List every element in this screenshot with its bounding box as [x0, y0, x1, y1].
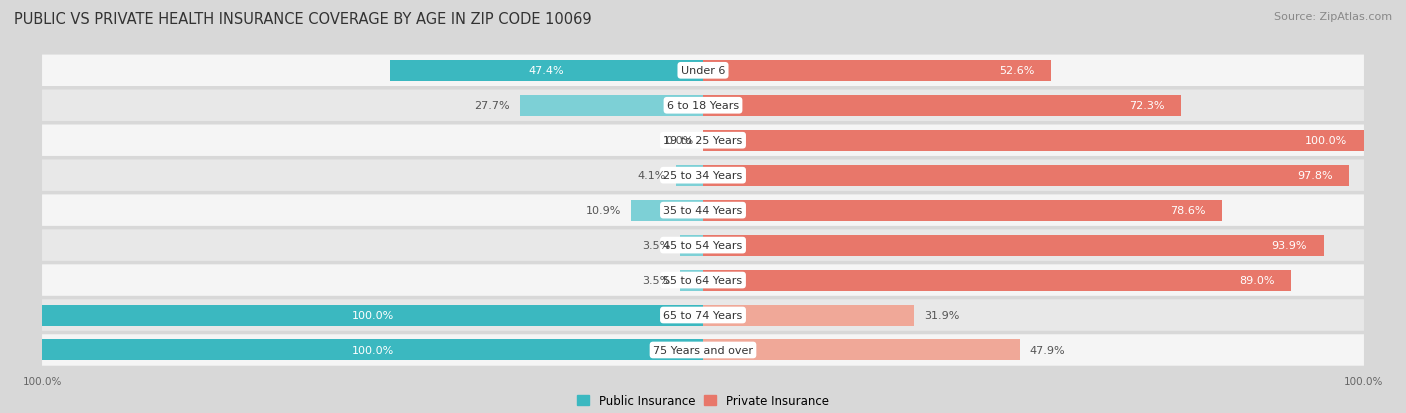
Text: 75 Years and over: 75 Years and over [652, 345, 754, 355]
Bar [703, 61, 1050, 82]
Text: 93.9%: 93.9% [1271, 240, 1308, 251]
Bar [520, 95, 703, 116]
Bar [681, 235, 703, 256]
Bar [703, 270, 1291, 291]
Text: 25 to 34 Years: 25 to 34 Years [664, 171, 742, 181]
Bar [42, 339, 703, 361]
Text: 3.5%: 3.5% [641, 240, 669, 251]
Text: 6 to 18 Years: 6 to 18 Years [666, 101, 740, 111]
Text: 19 to 25 Years: 19 to 25 Years [664, 136, 742, 146]
Text: 27.7%: 27.7% [474, 101, 510, 111]
Text: Source: ZipAtlas.com: Source: ZipAtlas.com [1274, 12, 1392, 22]
FancyBboxPatch shape [42, 125, 1364, 157]
Text: 89.0%: 89.0% [1239, 275, 1275, 285]
FancyBboxPatch shape [42, 299, 1364, 331]
Text: 47.4%: 47.4% [529, 66, 564, 76]
FancyBboxPatch shape [42, 160, 1364, 192]
Text: 100.0%: 100.0% [352, 345, 394, 355]
FancyBboxPatch shape [42, 90, 1364, 122]
Bar [703, 95, 1181, 116]
FancyBboxPatch shape [42, 335, 1364, 366]
Text: 35 to 44 Years: 35 to 44 Years [664, 206, 742, 216]
Text: 3.5%: 3.5% [641, 275, 669, 285]
Text: 10.9%: 10.9% [586, 206, 621, 216]
Text: 0.0%: 0.0% [665, 136, 693, 146]
Text: 78.6%: 78.6% [1170, 206, 1206, 216]
FancyBboxPatch shape [42, 230, 1364, 261]
Bar [703, 165, 1350, 186]
Bar [703, 235, 1323, 256]
FancyBboxPatch shape [42, 195, 1364, 226]
Text: PUBLIC VS PRIVATE HEALTH INSURANCE COVERAGE BY AGE IN ZIP CODE 10069: PUBLIC VS PRIVATE HEALTH INSURANCE COVER… [14, 12, 592, 27]
FancyBboxPatch shape [42, 55, 1364, 87]
FancyBboxPatch shape [42, 265, 1364, 296]
Bar [389, 61, 703, 82]
Bar [703, 200, 1222, 221]
Bar [703, 131, 1364, 151]
Bar [681, 270, 703, 291]
Text: 65 to 74 Years: 65 to 74 Years [664, 310, 742, 320]
Text: 4.1%: 4.1% [637, 171, 666, 181]
Bar [703, 339, 1019, 361]
Text: 100.0%: 100.0% [1305, 136, 1347, 146]
Text: 72.3%: 72.3% [1129, 101, 1164, 111]
Bar [703, 305, 914, 326]
Text: Under 6: Under 6 [681, 66, 725, 76]
Text: 97.8%: 97.8% [1298, 171, 1333, 181]
Bar [631, 200, 703, 221]
Text: 45 to 54 Years: 45 to 54 Years [664, 240, 742, 251]
Legend: Public Insurance, Private Insurance: Public Insurance, Private Insurance [572, 389, 834, 412]
Text: 55 to 64 Years: 55 to 64 Years [664, 275, 742, 285]
Text: 47.9%: 47.9% [1029, 345, 1066, 355]
Text: 52.6%: 52.6% [998, 66, 1033, 76]
Text: 100.0%: 100.0% [352, 310, 394, 320]
Bar [42, 305, 703, 326]
Text: 31.9%: 31.9% [924, 310, 959, 320]
Bar [676, 165, 703, 186]
